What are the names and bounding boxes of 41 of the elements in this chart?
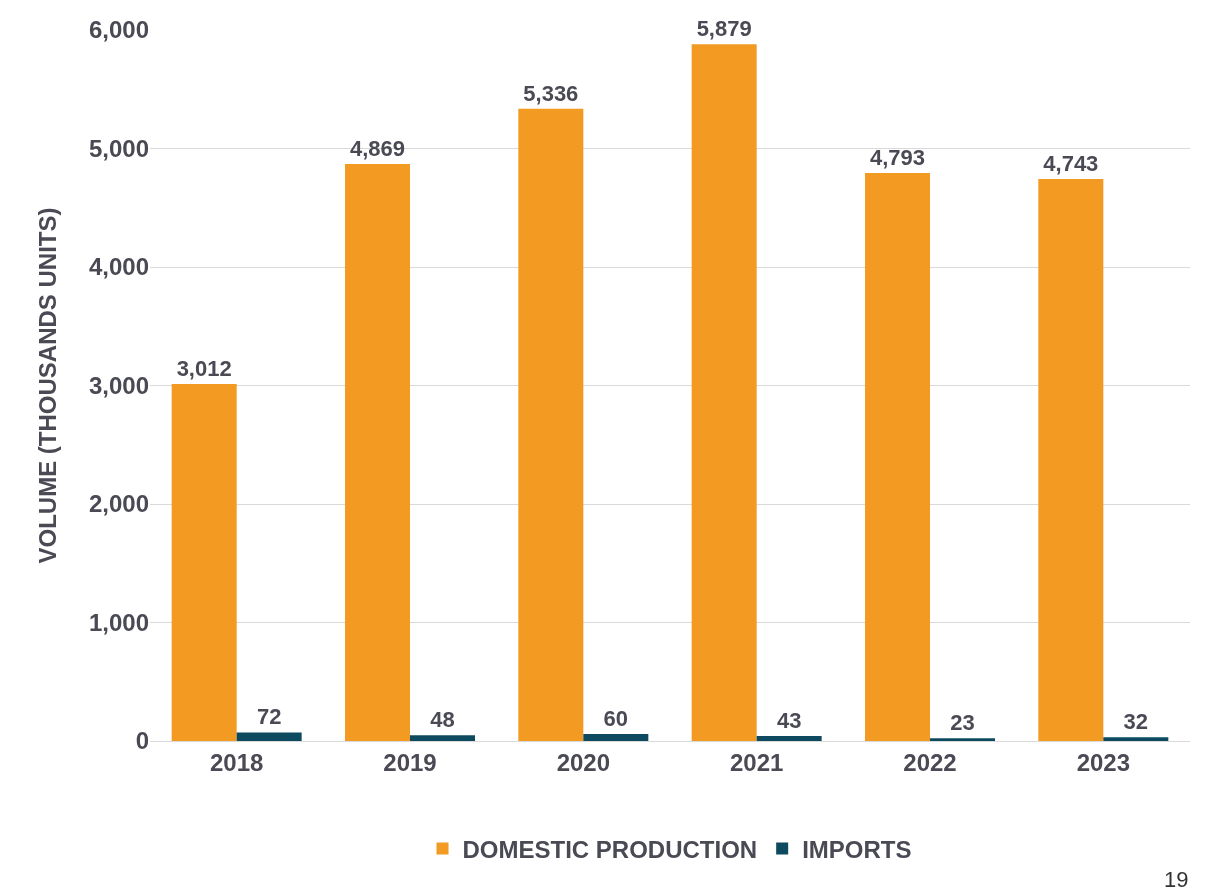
y-tick-label: 5,000 xyxy=(88,134,149,162)
data-label: 4,743 xyxy=(1043,150,1099,176)
data-label: 43 xyxy=(776,707,802,733)
x-tick-label: 2020 xyxy=(556,748,611,776)
x-tick-label: 2021 xyxy=(729,748,784,776)
bar xyxy=(865,173,930,741)
bar xyxy=(345,164,410,741)
y-tick-label: 6,000 xyxy=(88,16,149,44)
x-tick-label: 2023 xyxy=(1076,748,1131,776)
data-label: 23 xyxy=(950,710,975,736)
bar xyxy=(236,732,302,741)
bar xyxy=(930,738,995,741)
bar xyxy=(691,44,757,741)
legend-label: DOMESTIC PRODUCTION xyxy=(462,835,758,863)
x-tick-label: 2022 xyxy=(903,748,957,776)
text: 19 xyxy=(1164,867,1189,891)
bar xyxy=(756,735,822,741)
bar xyxy=(583,733,649,741)
y-tick-label: 3,000 xyxy=(88,371,149,399)
x-tick-label: 2018 xyxy=(209,748,264,776)
y-tick-label: 2,000 xyxy=(88,490,149,518)
legend-label: IMPORTS xyxy=(802,835,912,863)
data-label: 5,336 xyxy=(523,80,579,106)
data-label: 60 xyxy=(603,705,629,731)
data-label: 3,012 xyxy=(176,356,232,382)
data-label: 4,869 xyxy=(349,136,406,162)
data-label: 72 xyxy=(256,704,282,730)
data-label: 48 xyxy=(430,707,455,733)
bar xyxy=(518,108,584,741)
data-label: 5,879 xyxy=(696,16,752,42)
x-tick-label: 2019 xyxy=(383,748,437,776)
y-tick-label: 1,000 xyxy=(88,608,149,636)
bar xyxy=(1103,737,1169,741)
y-tick-label: 4,000 xyxy=(88,253,149,281)
bar xyxy=(171,384,237,741)
data-label: 32 xyxy=(1123,709,1149,735)
bar xyxy=(1038,178,1104,741)
bar xyxy=(410,735,475,741)
y-axis-title: VOLUME (THOUSANDS UNITS) xyxy=(34,207,62,564)
y-tick-label: 0 xyxy=(135,727,149,755)
data-label: 4,793 xyxy=(869,145,926,171)
